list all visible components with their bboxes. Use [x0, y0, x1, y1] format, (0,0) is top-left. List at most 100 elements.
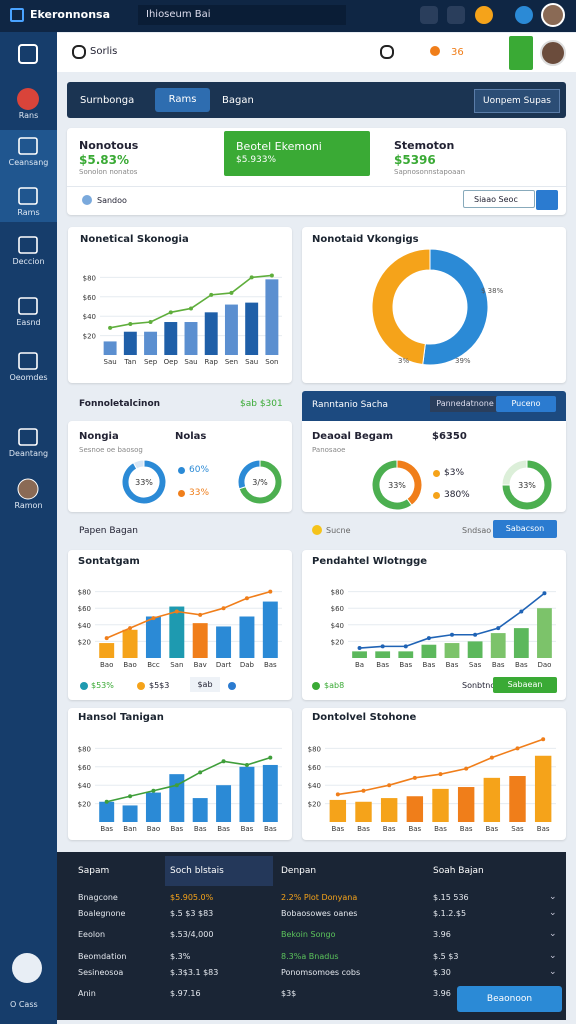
strip-title: Papen Bagan [79, 526, 138, 536]
nav-label: Ramon [14, 501, 43, 510]
icon[interactable] [420, 6, 438, 24]
nav-icon [18, 236, 38, 254]
chevron: ⌄ [549, 929, 557, 939]
table-cell: $.5 $3 $83 [170, 909, 214, 918]
nav-label: Deantang [8, 449, 49, 458]
table-cell: $.3$3.1 $83 [170, 968, 219, 977]
table-cell: Ponomsomoes cobs [281, 968, 361, 977]
chart-card [68, 227, 292, 383]
brand: Ekeronnonsa [30, 8, 110, 21]
table-cell: $.5 $3 [433, 952, 459, 961]
nav-icon [18, 44, 38, 64]
table-cell: 8.3%a Bnadus [281, 952, 339, 961]
legend-label: $ab8 [324, 681, 345, 690]
badge: 36 [451, 47, 464, 58]
legend-label: $5$3 [149, 681, 170, 690]
nav-icon [18, 352, 38, 370]
nav-avatar [12, 953, 42, 983]
search-icon [72, 45, 86, 59]
table-cell: $5.905.0% [170, 893, 214, 902]
nav-label: Deccion [12, 257, 45, 266]
sidebar-icons [12, 44, 42, 983]
table-cell: $.3% [170, 952, 191, 961]
nav-icon [18, 297, 38, 315]
legend-label: 380% [444, 490, 470, 500]
menu-button[interactable] [509, 36, 533, 70]
nav-avatar [17, 478, 39, 500]
legend-button[interactable]: Sabaean [493, 677, 557, 693]
divider [67, 186, 566, 187]
icon[interactable] [515, 6, 533, 24]
nav-label: Ceansang [8, 158, 49, 167]
table-cell: Sesineosoa [78, 968, 124, 977]
table-cell: Bekoin Songo [281, 930, 336, 939]
tab[interactable]: Bagan [222, 95, 254, 106]
card-sub: Sesnoe oe baosog [79, 446, 143, 454]
table-cell: Bobaosowes oanes [281, 909, 358, 918]
summary-title: Nonotous [79, 139, 139, 152]
table-cell: 3.96 [433, 989, 451, 998]
legend-dot [228, 682, 236, 690]
logo [10, 8, 24, 22]
summary-value: $5.83% [79, 153, 129, 167]
nav-label: O Cass [10, 1000, 38, 1009]
legend-label: Sonbtnc [462, 681, 495, 690]
table-cell: 3.96 [433, 930, 451, 939]
strip-button[interactable]: Sabacson [493, 520, 557, 538]
table-cell: Beomdation [78, 952, 127, 961]
icon[interactable] [447, 6, 465, 24]
input[interactable]: Siaao Seoc [463, 190, 535, 208]
table-cell: 2.2% Plot Donyana [281, 893, 358, 902]
summary-sub: Sapnosonnstapoaan [394, 168, 466, 176]
pill[interactable]: Pannedatnone [430, 396, 500, 412]
legend-box[interactable]: $ab [190, 677, 220, 692]
nav-icon [18, 428, 38, 446]
tab[interactable]: Surnbonga [80, 95, 135, 106]
table-cell: Anin [78, 989, 96, 998]
chevron: ⌄ [549, 967, 557, 977]
nav-label: Rans [18, 111, 39, 120]
section-title: Fonnoletalcinon [79, 399, 161, 409]
tab-button[interactable]: Uonpem Supas [474, 89, 560, 113]
section-button[interactable]: Puceno [496, 396, 556, 412]
nav-icon [18, 137, 38, 155]
radio-label: Sandoo [97, 196, 127, 205]
table-header: Soah Bajan [433, 866, 484, 876]
chevron: ⌄ [549, 908, 557, 918]
legend-label: 33% [189, 488, 210, 498]
avatar[interactable] [540, 40, 566, 66]
header-search[interactable]: Sorlis [90, 46, 118, 57]
legend-dot [137, 682, 145, 690]
bell[interactable] [430, 46, 440, 56]
chart-card [68, 708, 292, 840]
card-title: Nongia [79, 431, 119, 442]
strip-label: Sndsao [462, 526, 492, 535]
table-cell: $.97.16 [170, 989, 201, 998]
summary-title: Stemoton [394, 139, 455, 152]
radio[interactable] [82, 195, 92, 205]
table-header: Soch blstais [170, 866, 224, 876]
legend-dot [312, 682, 320, 690]
table-cell: $3$ [281, 989, 297, 998]
legend-label: 60% [189, 465, 210, 475]
table-button[interactable]: Beaonoon [457, 986, 562, 1012]
legend-dot [433, 470, 440, 477]
legend-dot [80, 682, 88, 690]
top-search[interactable]: Ihioseum Bai [138, 5, 346, 25]
legend-dot [178, 490, 185, 497]
search-icon[interactable] [380, 45, 394, 59]
highlight-value: $5.933% [236, 155, 277, 165]
card-value: Nolas [175, 431, 207, 442]
nav-label: Oeomdes [9, 373, 48, 382]
icon[interactable] [475, 6, 493, 24]
highlight-title: Beotel Ekemoni [236, 140, 322, 153]
chart-card [302, 708, 566, 840]
legend-dot [178, 467, 185, 474]
tab-active[interactable]: Rams [155, 88, 210, 112]
table-cell: $.30 [433, 968, 451, 977]
input-button[interactable] [536, 190, 558, 210]
highlight-card[interactable] [224, 131, 370, 176]
avatar[interactable] [541, 3, 565, 27]
